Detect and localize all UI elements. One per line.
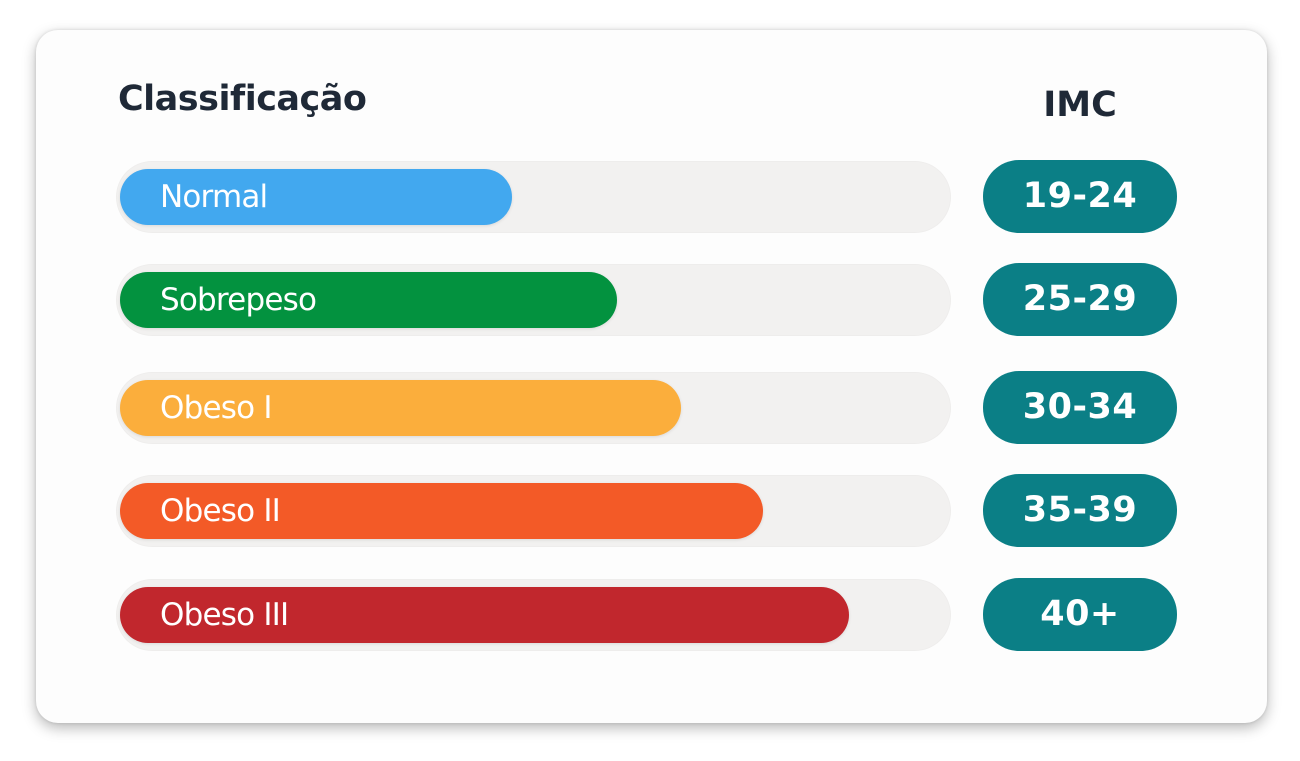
bar-label: Sobrepeso <box>160 282 317 318</box>
bar-obeso-ii: Obeso II <box>120 483 763 539</box>
imc-range-badge: 30-34 <box>983 371 1177 444</box>
bar-track: Normal <box>116 161 951 233</box>
bar-track: Obeso I <box>116 372 951 444</box>
bar-sobrepeso: Sobrepeso <box>120 272 617 328</box>
bar-track: Obeso II <box>116 475 951 547</box>
imc-range-badge: 40+ <box>983 578 1177 651</box>
bmi-row: Normal 19-24 <box>36 160 1267 235</box>
imc-range-badge: 19-24 <box>983 160 1177 233</box>
bar-track: Sobrepeso <box>116 264 951 336</box>
bar-normal: Normal <box>120 169 512 225</box>
imc-range-badge: 35-39 <box>983 474 1177 547</box>
bar-label: Obeso II <box>160 493 281 529</box>
bmi-rows: Normal 19-24 Sobrepeso 25-29 Obeso I 30-34 Obe… <box>36 30 1267 723</box>
classification-header: Classificação <box>118 79 367 119</box>
bar-track: Obeso III <box>116 579 951 651</box>
bmi-row: Sobrepeso 25-29 <box>36 263 1267 338</box>
classification-card: Classificação IMC Normal 19-24 Sobrepeso 25… <box>36 30 1267 723</box>
bmi-row: Obeso I 30-34 <box>36 371 1267 446</box>
bar-obeso-iii: Obeso III <box>120 587 849 643</box>
imc-header: IMC <box>1043 85 1117 125</box>
bar-label: Obeso III <box>160 597 289 633</box>
bmi-row: Obeso II 35-39 <box>36 474 1267 549</box>
imc-range-badge: 25-29 <box>983 263 1177 336</box>
bar-label: Obeso I <box>160 390 272 426</box>
bmi-row: Obeso III 40+ <box>36 578 1267 653</box>
bar-obeso-i: Obeso I <box>120 380 681 436</box>
bar-label: Normal <box>160 179 268 215</box>
